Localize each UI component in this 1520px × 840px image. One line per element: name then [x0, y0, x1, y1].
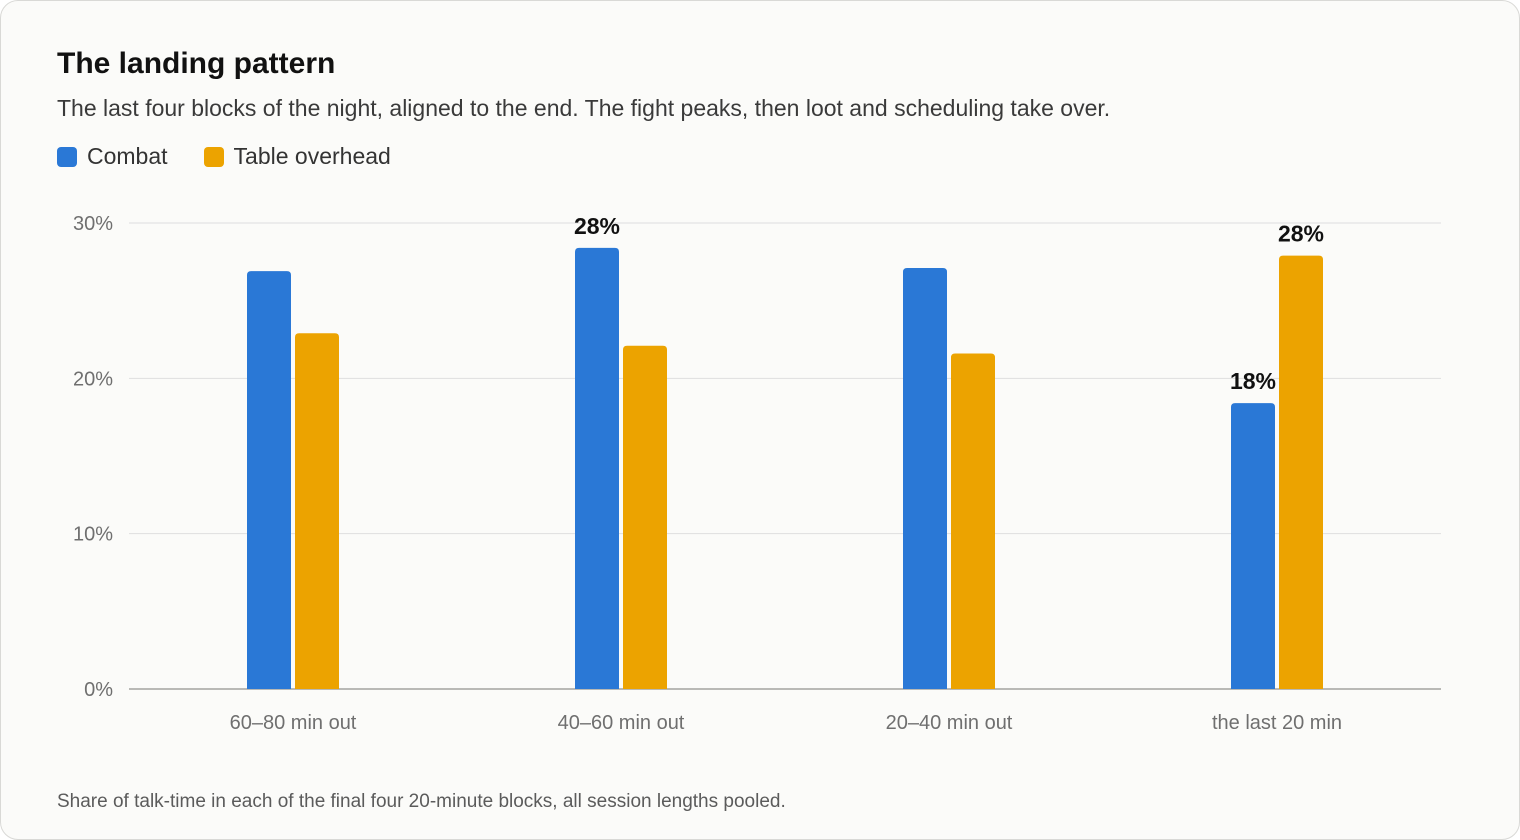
- chart-footnote: Share of talk-time in each of the final …: [57, 791, 786, 812]
- chart-legend: Combat Table overhead: [57, 143, 427, 170]
- bar-table-overhead: [623, 345, 667, 689]
- bar-table-overhead: [951, 353, 995, 689]
- y-tick-label: 0%: [84, 679, 113, 701]
- legend-item-combat: Combat: [57, 143, 168, 170]
- bar-combat: [247, 271, 291, 689]
- y-tick-label: 10%: [73, 524, 113, 546]
- data-label: 18%: [1230, 368, 1276, 394]
- data-label: 28%: [1278, 221, 1324, 247]
- x-tick-label: 60–80 min out: [230, 712, 357, 734]
- chart-title: The landing pattern: [57, 47, 336, 80]
- x-tick-label: the last 20 min: [1212, 712, 1342, 734]
- x-tick-label: 20–40 min out: [886, 712, 1013, 734]
- y-tick-label: 30%: [73, 213, 113, 235]
- bar-combat: [575, 247, 619, 689]
- legend-swatch-table-overhead: [203, 146, 224, 167]
- bar-combat: [903, 268, 947, 689]
- legend-item-table-overhead: Table overhead: [203, 143, 391, 170]
- legend-swatch-combat: [57, 146, 77, 167]
- bar-table-overhead: [295, 333, 339, 689]
- legend-label-table-overhead: Table overhead: [233, 143, 391, 169]
- chart-subtitle: The last four blocks of the night, align…: [57, 95, 1111, 121]
- data-label: 28%: [574, 213, 620, 239]
- bar-combat: [1231, 403, 1275, 689]
- y-tick-label: 20%: [73, 368, 113, 390]
- bar-table-overhead: [1279, 255, 1323, 689]
- x-tick-label: 40–60 min out: [558, 712, 685, 734]
- legend-label-combat: Combat: [87, 143, 168, 169]
